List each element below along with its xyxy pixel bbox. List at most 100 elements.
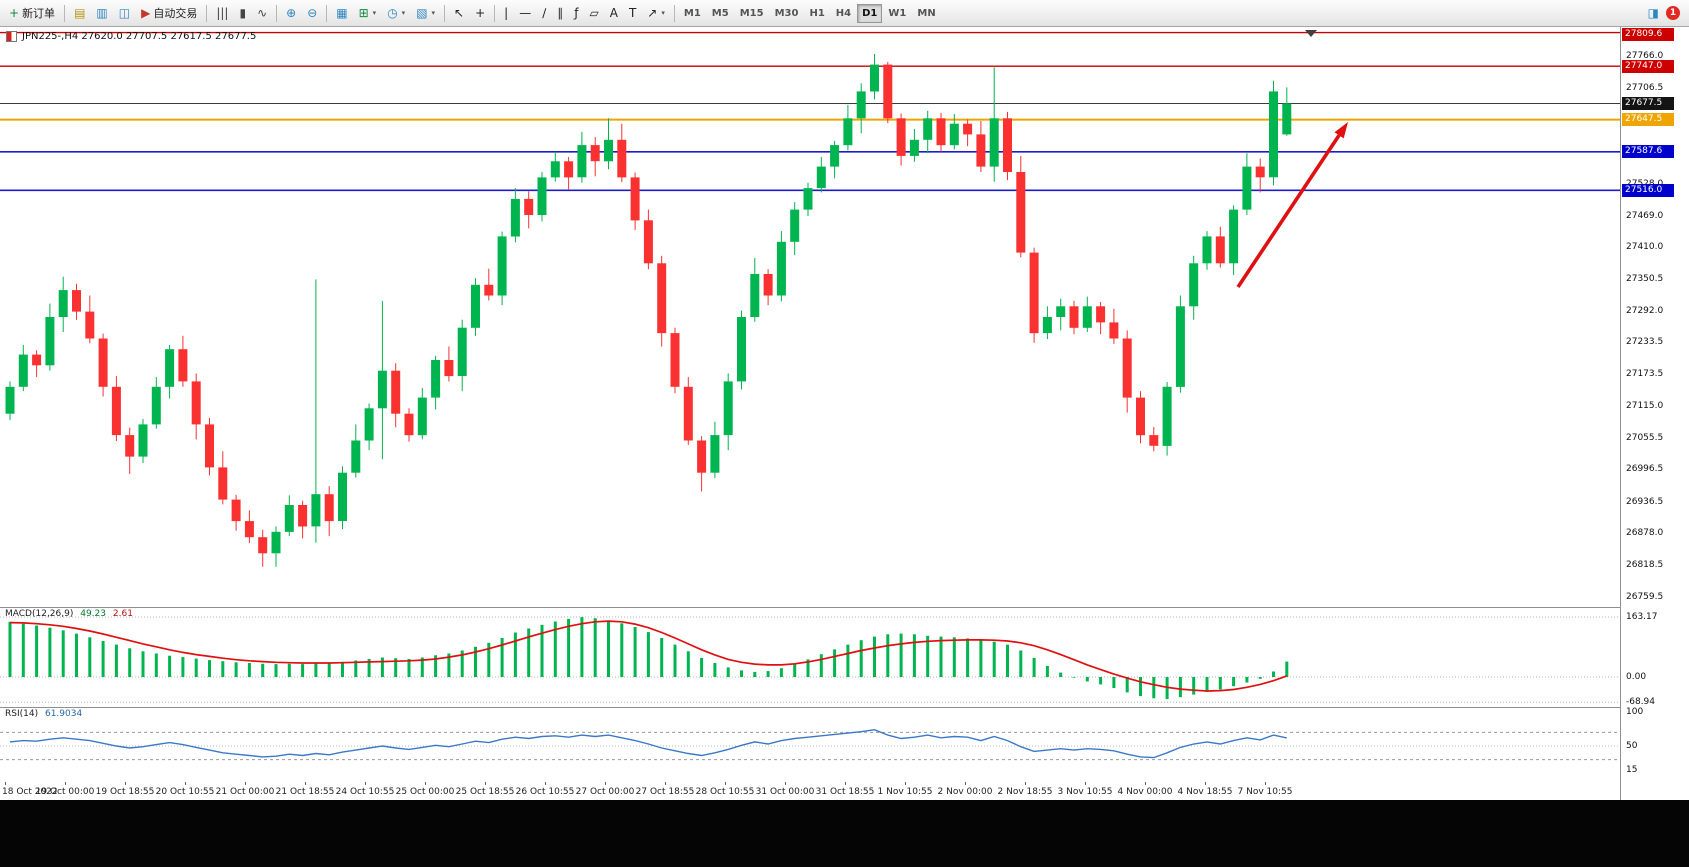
price-axis-label: 27115.0 <box>1626 400 1664 411</box>
macd-histogram <box>8 617 1289 700</box>
toolbar-separator <box>444 4 446 22</box>
rsi-line <box>9 728 1287 759</box>
price-axis-label: 26936.5 <box>1626 496 1664 507</box>
rsi-canvas[interactable] <box>0 707 1620 782</box>
macd-indicator-label: MACD(12,26,9) 49.23 2.61 <box>5 609 137 619</box>
timeframe-d1-button[interactable]: D1 <box>857 3 883 23</box>
crosshair-button[interactable]: + <box>470 3 490 24</box>
price-axis-label: 26878.0 <box>1626 527 1664 538</box>
panel-separator-macd[interactable] <box>0 607 1689 608</box>
line-chart-button[interactable]: ∿ <box>252 3 272 24</box>
price-axis-label: 27292.0 <box>1626 305 1664 316</box>
candlestick-chart-button[interactable]: ▮ <box>234 3 251 24</box>
bar-chart-button[interactable]: ||| <box>211 3 233 24</box>
horizontal-line-button[interactable]: — <box>514 3 536 24</box>
time-axis-tick <box>1205 782 1206 785</box>
macd-name: MACD(12,26,9) <box>5 609 74 619</box>
price-axis-label: 27173.5 <box>1626 369 1664 380</box>
trendline-button[interactable]: ∕ <box>537 3 551 24</box>
price-level-tag: 27747.0 <box>1622 59 1674 73</box>
time-axis-label: 1 Nov 10:55 <box>877 787 933 797</box>
text-button[interactable]: A <box>605 3 623 24</box>
templates-button[interactable]: ▧ ▾ <box>411 3 440 24</box>
indicators-button[interactable]: ⊞ ▾ <box>354 3 382 24</box>
channel-button[interactable]: ∥ <box>552 3 568 24</box>
trend-arrow-annotation[interactable] <box>1236 122 1348 288</box>
horizontal-level-lines[interactable] <box>0 31 1620 192</box>
notification-badge[interactable]: 1 <box>1666 6 1680 20</box>
data-window-button[interactable]: ◫ <box>114 3 135 24</box>
time-axis-tick <box>605 782 606 785</box>
price-axis-label: 27233.5 <box>1626 337 1664 347</box>
timeframe-m30-button[interactable]: M30 <box>770 4 804 23</box>
macd-main-value: 49.23 <box>80 609 106 619</box>
time-axis-label: 21 Oct 18:55 <box>275 787 335 797</box>
arrows-button[interactable]: ↗ ▾ <box>642 3 670 24</box>
time-axis-tick <box>965 782 966 785</box>
timeframe-m15-button[interactable]: M15 <box>735 4 769 23</box>
chevron-down-icon: ▾ <box>401 9 406 17</box>
macd-scale-label: 163.17 <box>1626 612 1658 622</box>
charts-grid-icon: ▤ <box>74 6 86 20</box>
toolbar-separator <box>206 4 208 22</box>
timeframe-m5-button[interactable]: M5 <box>707 4 734 23</box>
news-icon[interactable]: ◨ <box>1647 6 1659 20</box>
price-level-tag: 27809.6 <box>1622 27 1674 41</box>
timeframe-h1-button[interactable]: H1 <box>804 4 829 23</box>
price-level-tag: 27587.6 <box>1622 145 1674 159</box>
label-button[interactable]: T <box>624 3 641 24</box>
price-chart-canvas[interactable] <box>0 27 1620 607</box>
time-axis[interactable]: 18 Oct 2022 19 Oct 00:00 19 Oct 18:55 20 Oc… <box>0 782 1620 800</box>
time-axis-tick <box>245 782 246 785</box>
time-axis-tick <box>905 782 906 785</box>
price-axis[interactable]: 27766.027706.527647.027587.527528.027469… <box>1620 27 1689 800</box>
time-axis-label: 20 Oct 10:55 <box>155 787 215 797</box>
autotrading-button[interactable]: ▶ 自动交易 <box>136 3 202 24</box>
fibonacci-button[interactable]: ƒ <box>569 3 583 24</box>
time-axis-tick <box>1085 782 1086 785</box>
cursor-button[interactable]: ↖ <box>449 3 469 24</box>
tile-windows-button[interactable]: ▦ <box>331 3 352 24</box>
candles <box>5 53 1292 567</box>
zoom-out-button[interactable]: ⊖ <box>302 3 322 24</box>
chart-shift-marker[interactable] <box>1305 30 1317 37</box>
time-axis-label: 3 Nov 10:55 <box>1057 787 1113 797</box>
new-order-button[interactable]: + 新订单 <box>4 3 60 24</box>
timeframe-w1-button[interactable]: W1 <box>883 4 911 23</box>
desktop-background <box>0 800 1689 867</box>
time-axis-label: 27 Oct 18:55 <box>635 787 695 797</box>
panel-separator-rsi[interactable] <box>0 707 1689 708</box>
shapes-button[interactable]: ▱ <box>585 3 604 24</box>
time-axis-tick <box>125 782 126 785</box>
time-axis-label: 28 Oct 10:55 <box>695 787 755 797</box>
price-axis-label: 26996.5 <box>1626 464 1664 475</box>
zoom-in-button[interactable]: ⊕ <box>281 3 301 24</box>
time-axis-label: 4 Nov 00:00 <box>1117 787 1173 797</box>
time-axis-label: 27 Oct 00:00 <box>575 787 635 797</box>
cursor-icon: ↖ <box>454 6 465 20</box>
time-axis-tick <box>545 782 546 785</box>
price-level-tag: 27677.5 <box>1622 97 1674 110</box>
market-watch-button[interactable]: ▥ <box>91 3 112 24</box>
charts-grid-button[interactable]: ▤ <box>69 3 90 24</box>
time-axis-tick <box>1265 782 1266 785</box>
time-axis-label: 24 Oct 10:55 <box>335 787 395 797</box>
timeframe-m1-button[interactable]: M1 <box>679 4 706 23</box>
autotrading-button-label: 自动交易 <box>153 7 198 20</box>
vertical-line-button[interactable]: | <box>499 3 513 24</box>
periods-button[interactable]: ◷ ▾ <box>382 3 410 24</box>
timeframe-mn-button[interactable]: MN <box>912 4 940 23</box>
indicators-icon: ⊞ <box>358 6 369 20</box>
time-axis-label: 26 Oct 10:55 <box>515 787 575 797</box>
symbol-info: JPN225-,H4 27620.0 27707.5 27617.5 27677… <box>6 31 256 42</box>
time-axis-label: 4 Nov 18:55 <box>1177 787 1233 797</box>
shapes-icon: ▱ <box>589 6 599 20</box>
price-axis-label: 27055.5 <box>1626 432 1664 443</box>
time-axis-label: 19 Oct 18:55 <box>95 787 155 797</box>
one-click-trading-icon[interactable] <box>6 31 17 42</box>
price-axis-label: 26818.5 <box>1626 559 1664 570</box>
crosshair-icon: + <box>475 6 486 20</box>
timeframe-h4-button[interactable]: H4 <box>831 4 856 23</box>
macd-canvas[interactable] <box>0 607 1620 707</box>
trendline-icon: ∕ <box>542 6 547 20</box>
